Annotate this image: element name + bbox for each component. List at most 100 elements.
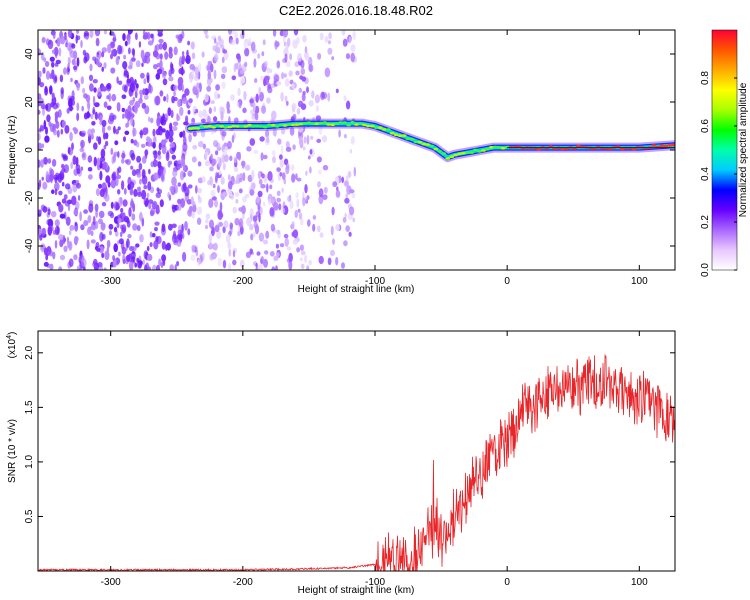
noise-blob	[258, 87, 262, 95]
noise-blob	[229, 222, 234, 230]
signal-core	[433, 147, 439, 151]
noise-blob	[209, 176, 213, 186]
noise-blob	[207, 70, 212, 80]
noise-blob	[279, 243, 285, 248]
noise-blob	[60, 128, 64, 135]
noise-blob	[208, 233, 212, 244]
noise-blob	[104, 250, 110, 261]
noise-blob	[261, 105, 266, 114]
noise-blob	[214, 225, 220, 233]
noise-blob	[246, 217, 252, 227]
noise-blob	[38, 228, 42, 236]
noise-blob	[121, 180, 125, 191]
noise-blob	[258, 212, 261, 223]
noise-blob	[96, 247, 101, 252]
noise-blob	[213, 53, 219, 62]
noise-blob	[146, 197, 149, 204]
noise-blob	[346, 185, 352, 195]
noise-blob	[316, 138, 322, 143]
noise-blob	[117, 151, 120, 158]
noise-blob	[82, 49, 87, 56]
noise-blob	[261, 51, 265, 57]
noise-blob	[295, 192, 299, 199]
noise-blob	[89, 63, 93, 72]
noise-blob	[213, 69, 217, 80]
noise-blob	[200, 128, 206, 138]
noise-blob	[216, 230, 222, 239]
noise-blob	[296, 198, 300, 208]
noise-blob	[74, 236, 79, 243]
noise-blob	[205, 34, 209, 39]
noise-blob	[276, 60, 281, 69]
noise-blob	[279, 159, 284, 168]
noise-blob	[160, 130, 163, 136]
noise-blob	[179, 170, 185, 181]
noise-blob	[56, 129, 60, 138]
noise-blob	[269, 184, 273, 190]
noise-blob	[40, 159, 44, 168]
noise-blob	[293, 30, 299, 36]
noise-blob	[44, 86, 48, 96]
noise-blob	[152, 50, 159, 58]
noise-blob	[149, 231, 153, 238]
noise-blob	[92, 56, 97, 61]
y-tick-label: 0	[24, 147, 35, 153]
y-tick-label: 40	[24, 48, 35, 60]
noise-blob	[212, 183, 216, 189]
noise-blob	[88, 74, 94, 82]
noise-blob	[90, 113, 94, 120]
noise-blob	[345, 53, 351, 60]
signal-core	[663, 144, 669, 148]
noise-blob	[162, 41, 167, 51]
noise-blob	[287, 37, 291, 47]
noise-blob	[47, 158, 52, 164]
figure-title: C2E2.2026.016.18.48.R02	[279, 3, 433, 18]
noise-blob	[304, 184, 308, 194]
noise-blob	[49, 123, 55, 133]
spectrogram-x-ticks: -300 -200 -100 0 100	[101, 30, 648, 287]
signal-core	[413, 140, 419, 144]
noise-blob	[272, 150, 276, 157]
noise-blob	[272, 156, 276, 164]
noise-blob	[144, 55, 151, 64]
noise-blob	[196, 217, 202, 225]
noise-blob	[169, 264, 174, 270]
spectrogram-y-label: Frequency (Hz)	[7, 116, 18, 185]
noise-blob	[250, 41, 256, 52]
noise-blob	[263, 154, 268, 160]
noise-blob	[253, 221, 258, 229]
noise-blob	[228, 262, 231, 270]
noise-blob	[182, 251, 187, 262]
signal-core	[294, 123, 300, 126]
noise-blob	[350, 44, 356, 52]
noise-blob	[108, 223, 114, 230]
signal-core	[488, 146, 494, 149]
noise-blob	[39, 124, 44, 130]
noise-blob	[88, 203, 94, 213]
noise-blob	[174, 264, 177, 270]
noise-blob	[241, 76, 246, 84]
noise-blob	[256, 196, 260, 203]
noise-blob	[131, 169, 137, 177]
noise-blob	[226, 101, 230, 111]
noise-blob	[92, 79, 98, 84]
noise-blob	[269, 251, 275, 257]
noise-blob	[97, 136, 102, 145]
noise-blob	[94, 203, 99, 212]
noise-blob	[253, 58, 257, 68]
noise-blob	[140, 49, 145, 60]
noise-blob	[151, 233, 156, 238]
signal-core	[219, 125, 225, 128]
noise-blob	[237, 151, 242, 161]
noise-blob	[64, 124, 70, 134]
noise-blob	[47, 208, 51, 215]
noise-blob	[127, 120, 130, 128]
noise-blob	[307, 155, 311, 160]
noise-blob	[98, 183, 102, 189]
noise-blob	[147, 181, 152, 191]
noise-blob	[197, 62, 202, 73]
noise-blob	[212, 252, 218, 258]
snr-series	[38, 354, 675, 571]
noise-blob	[98, 210, 105, 219]
noise-blob	[149, 210, 155, 217]
